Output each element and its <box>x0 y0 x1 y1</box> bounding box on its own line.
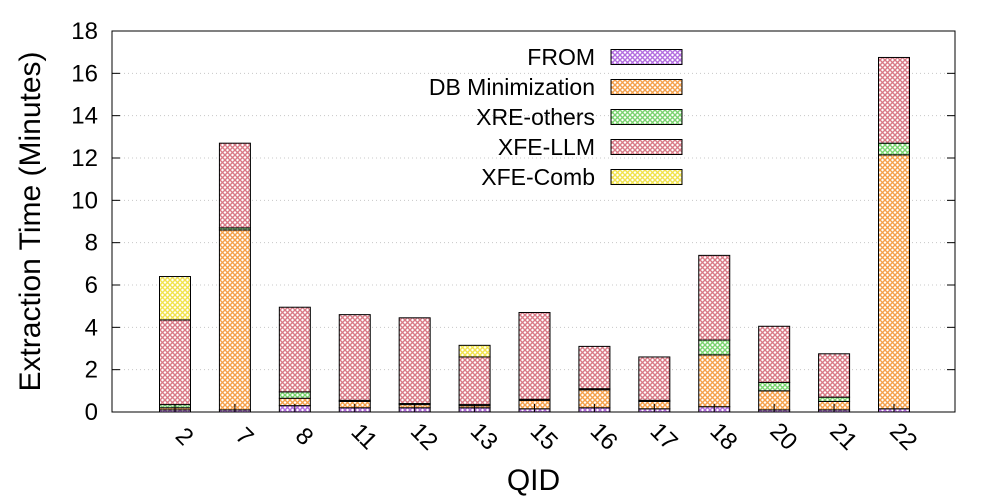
bar-stack-qid-11 <box>338 314 371 413</box>
y-tick-label: 8 <box>85 230 98 257</box>
bar-segment <box>458 344 491 358</box>
legend-swatch <box>610 169 683 185</box>
x-tick-label: 20 <box>764 418 802 456</box>
bar-segment <box>878 154 910 410</box>
y-tick-label: 16 <box>71 60 98 87</box>
bar-stack-qid-18 <box>698 254 731 413</box>
legend-item: XFE-Comb <box>481 164 683 190</box>
x-tick-label: 11 <box>346 418 383 455</box>
bar-segment <box>218 229 251 411</box>
y-tick-label: 6 <box>85 272 98 299</box>
legend-label: DB Minimization <box>429 74 595 100</box>
bar-segment <box>878 56 910 144</box>
plot-frame <box>111 30 956 413</box>
legend-item: XRE-others <box>476 104 683 130</box>
bar-segment <box>458 356 491 406</box>
bar-segment <box>758 325 791 383</box>
x-tick-label: 2 <box>170 422 199 451</box>
bar-segment <box>159 319 191 406</box>
bar-stack-qid-7 <box>218 142 251 413</box>
legend-label: XFE-Comb <box>481 164 595 190</box>
y-tick-label: 0 <box>85 399 98 426</box>
x-tick-label: 12 <box>405 418 443 456</box>
legend-swatch <box>610 139 683 155</box>
bar-stack-qid-12 <box>398 317 431 413</box>
legend-swatch <box>610 79 683 95</box>
bars <box>159 56 910 413</box>
bar-stack-qid-21 <box>818 353 851 413</box>
bar-stack-qid-2 <box>159 276 191 413</box>
bar-segment <box>338 314 371 401</box>
bar-segment <box>278 306 311 393</box>
legend-swatch <box>610 109 683 125</box>
y-axis-label: Extraction Time (Minutes) <box>14 51 47 391</box>
bar-segment <box>698 354 731 408</box>
bar-stack-qid-17 <box>638 356 671 413</box>
x-tick-label: 7 <box>230 422 259 451</box>
bar-segment <box>758 381 791 392</box>
legend-item: XFE-LLM <box>498 134 683 160</box>
legend-item: DB Minimization <box>429 74 683 100</box>
y-tick-label: 18 <box>71 18 98 45</box>
x-tick-label: 8 <box>290 422 319 451</box>
bar-segment <box>578 345 611 390</box>
bar-segment <box>818 353 851 398</box>
x-tick-label: 21 <box>824 418 862 456</box>
y-tick-label: 12 <box>71 145 98 172</box>
x-tick-label: 13 <box>465 418 503 456</box>
bar-segment <box>398 317 431 405</box>
grid-lines <box>112 72 955 371</box>
bar-segment <box>518 312 551 400</box>
bar-segment <box>278 391 311 399</box>
bar-stack-qid-20 <box>758 325 791 413</box>
legend-label: FROM <box>527 44 595 70</box>
x-tick-label: 16 <box>585 418 623 456</box>
x-axis-label: QID <box>507 464 560 497</box>
bar-segment <box>818 396 851 402</box>
bar-stack-qid-22 <box>878 56 910 413</box>
bar-stack-qid-16 <box>578 345 611 413</box>
legend: FROM DB Minimization XRE-others XFE-LLM XFE-… <box>429 44 683 190</box>
legend-label: XRE-others <box>476 104 595 130</box>
bar-stack-qid-15 <box>518 312 551 413</box>
bar-segment <box>218 142 251 229</box>
bar-segment <box>698 339 731 356</box>
x-tick-label: 17 <box>645 418 683 456</box>
bar-segment <box>638 356 671 401</box>
y-tick-label: 10 <box>71 187 98 214</box>
y-tick-label: 2 <box>85 357 98 384</box>
legend-item: FROM <box>527 44 683 70</box>
x-tick-label: 18 <box>705 418 743 456</box>
bar-stack-qid-13 <box>458 344 491 413</box>
y-tick-label: 14 <box>71 103 98 130</box>
bar-segment <box>878 142 910 156</box>
x-tick-label: 15 <box>525 418 563 456</box>
x-tick-label: 22 <box>884 418 922 456</box>
legend-swatch <box>610 49 683 65</box>
y-tick-label: 4 <box>85 314 98 341</box>
y-axis-ticks: 0 2 4 6 8 10 12 14 16 18 <box>71 18 955 426</box>
bar-stack-qid-8 <box>278 306 311 413</box>
bar-segment <box>159 276 191 321</box>
legend-label: XFE-LLM <box>498 134 595 160</box>
bar-segment <box>698 254 731 341</box>
